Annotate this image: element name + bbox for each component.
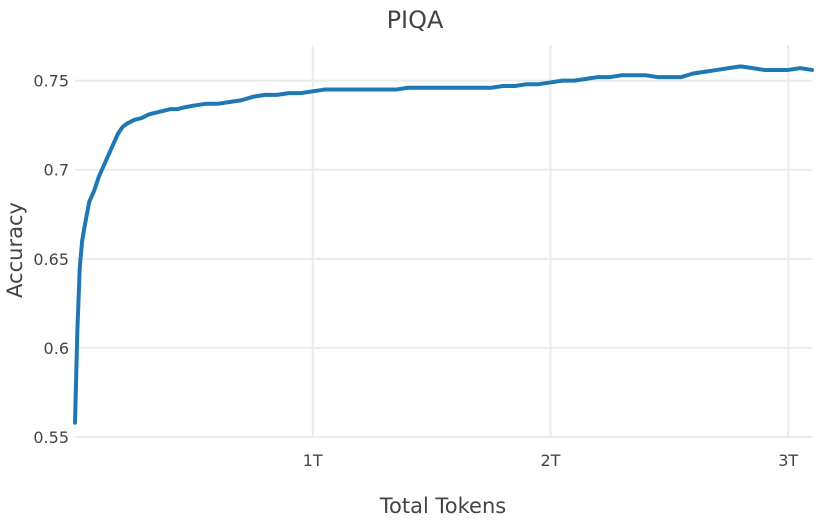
- chart-title: PIQA: [387, 6, 444, 34]
- y-tick-labels: 0.55 0.6 0.65 0.7 0.75: [33, 72, 69, 447]
- y-tick-label-3: 0.7: [44, 161, 69, 180]
- x-tick-label-2: 3T: [778, 451, 798, 470]
- x-tick-label-0: 1T: [303, 451, 323, 470]
- y-tick-label-1: 0.6: [44, 339, 69, 358]
- y-tick-label-2: 0.65: [33, 250, 69, 269]
- series-line-0: [73, 64, 814, 425]
- x-tick-label-1: 2T: [541, 451, 561, 470]
- series-layer: [73, 64, 814, 425]
- x-tick-labels: 1T 2T 3T: [303, 451, 799, 470]
- grid-layer: [75, 45, 812, 438]
- y-tick-label-0: 0.55: [33, 428, 69, 447]
- y-tick-label-4: 0.75: [33, 72, 69, 91]
- x-axis-title: Total Tokens: [379, 494, 506, 518]
- y-axis-title: Accuracy: [3, 202, 27, 298]
